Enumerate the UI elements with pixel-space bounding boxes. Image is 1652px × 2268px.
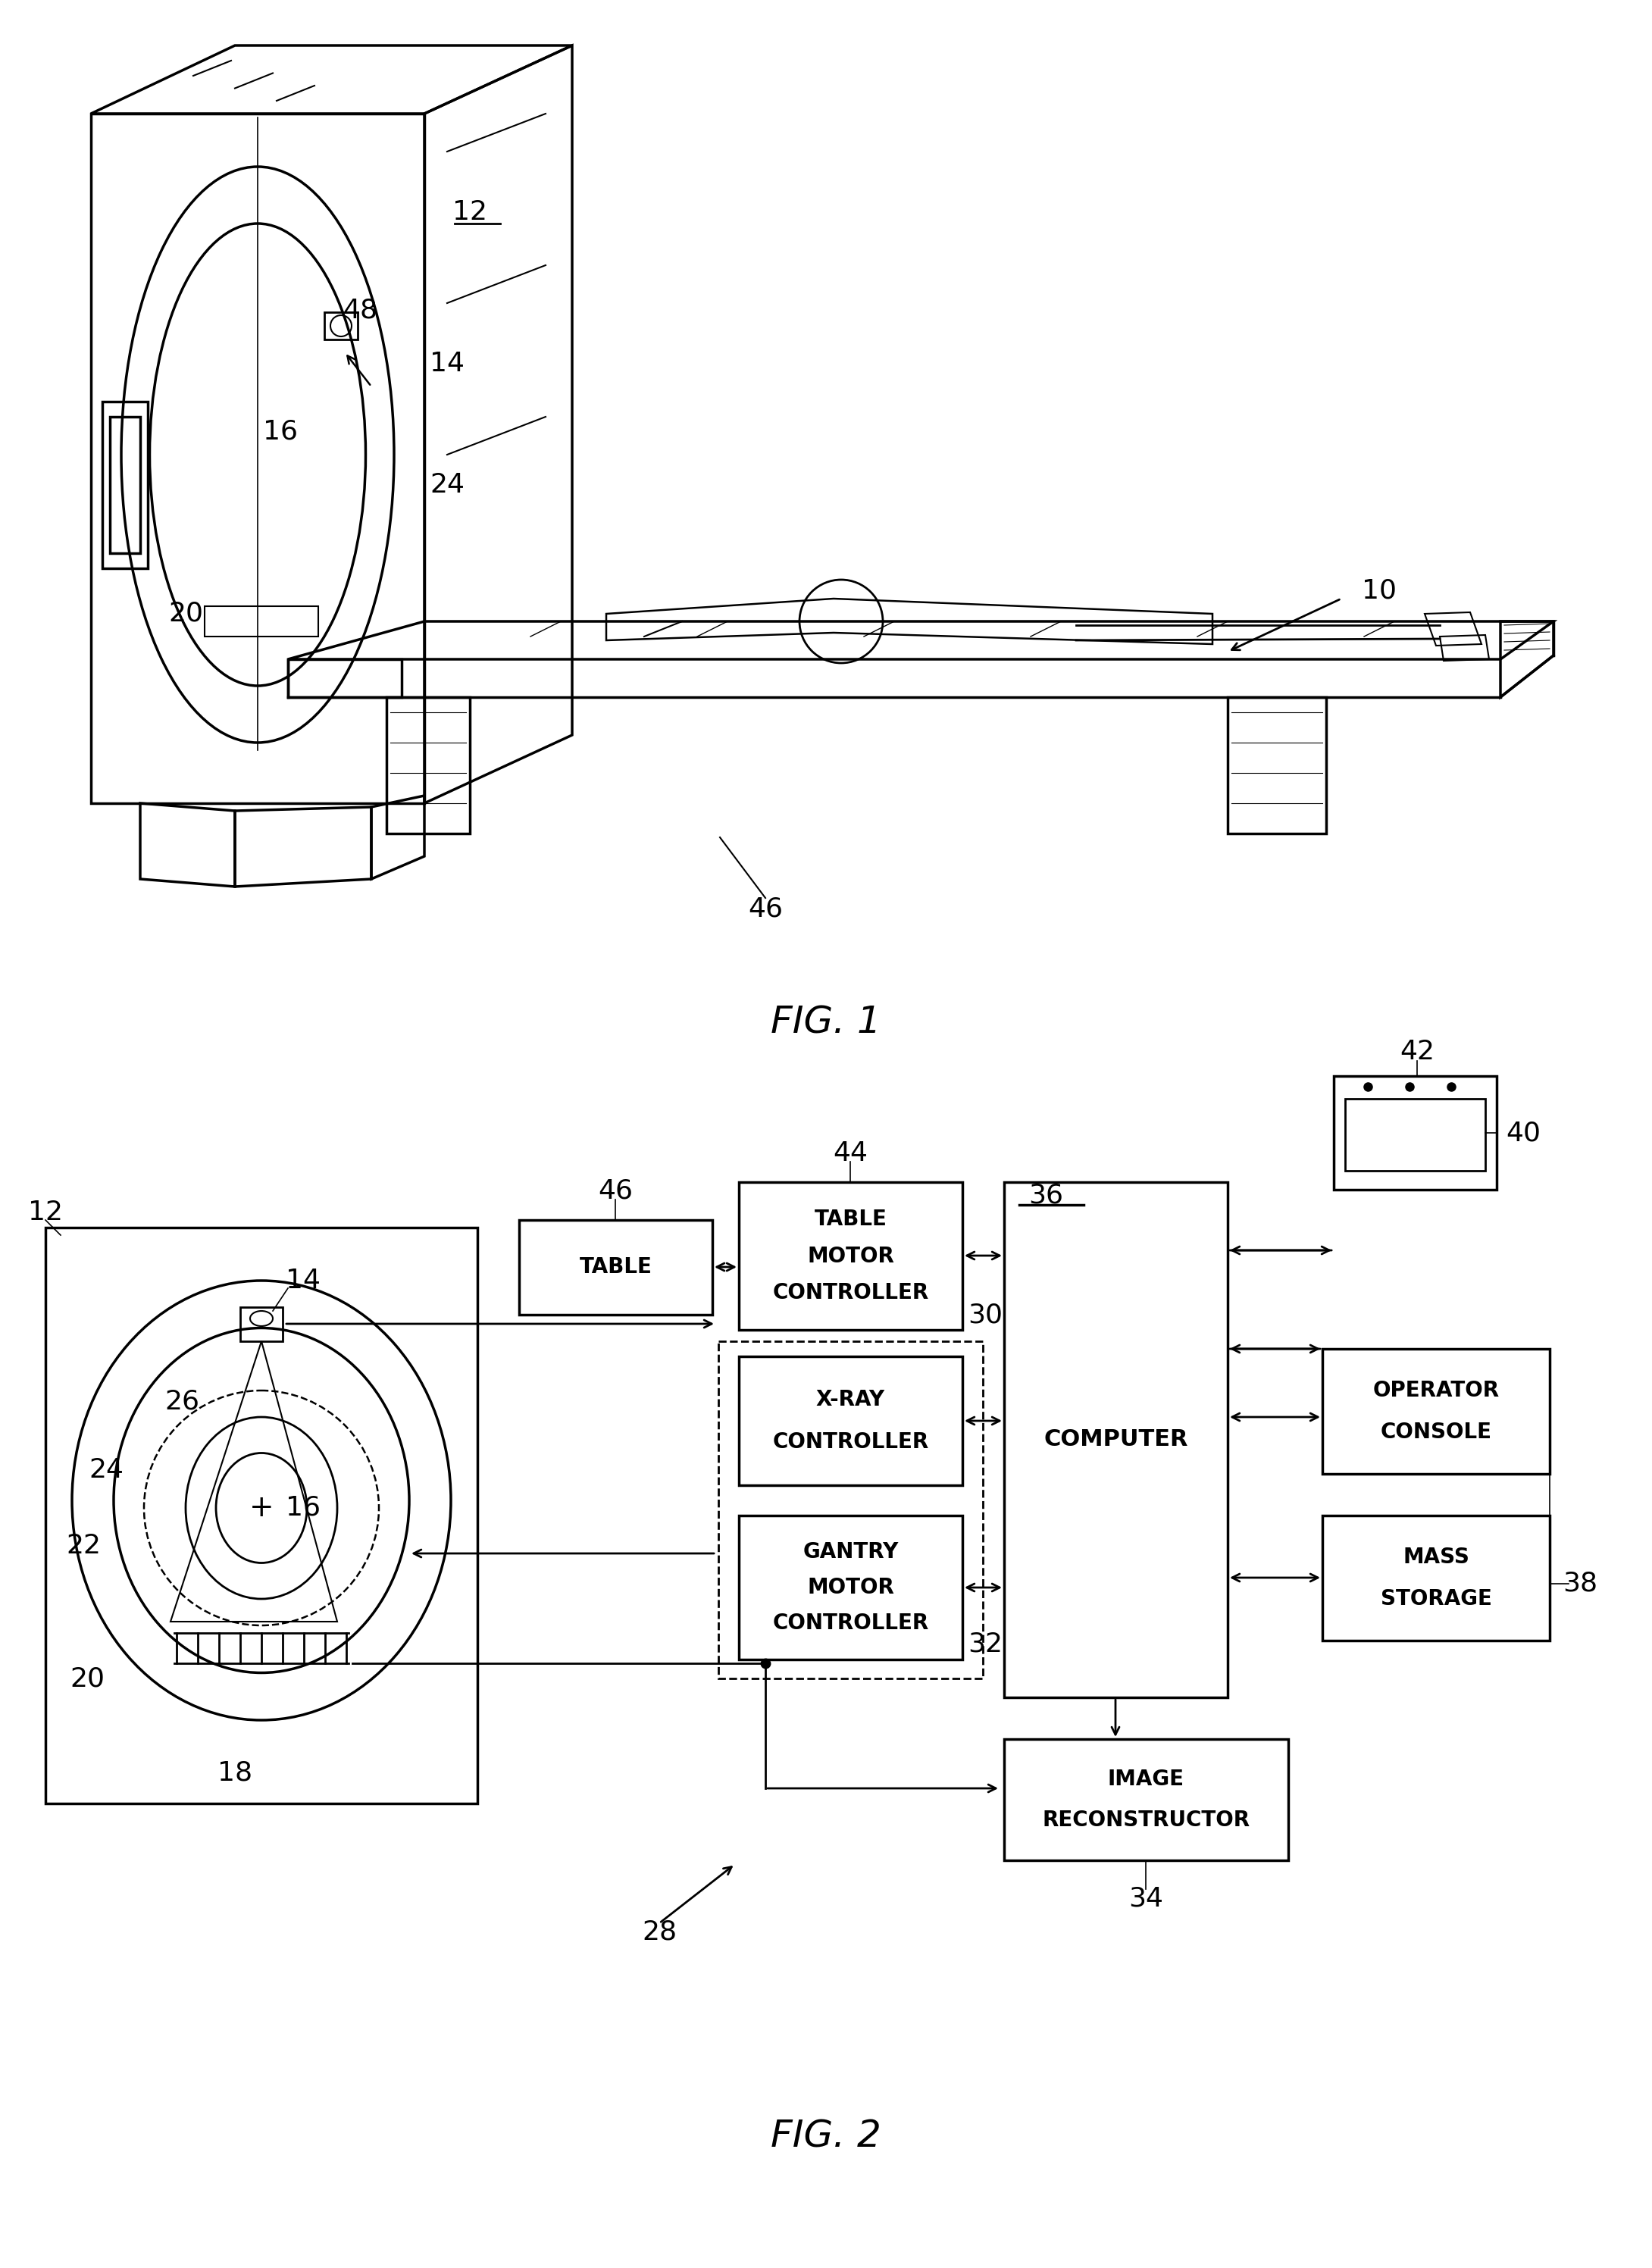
Text: MASS: MASS — [1403, 1547, 1469, 1567]
Bar — [1004, 1740, 1289, 1860]
Bar — [519, 1220, 712, 1315]
Text: 16: 16 — [263, 420, 297, 445]
Text: 40: 40 — [1505, 1120, 1541, 1145]
Text: MOTOR: MOTOR — [808, 1245, 894, 1266]
Text: 24: 24 — [89, 1456, 124, 1483]
Text: RECONSTRUCTOR: RECONSTRUCTOR — [1042, 1810, 1251, 1830]
Text: 10: 10 — [1361, 578, 1396, 603]
Text: 16: 16 — [286, 1495, 320, 1522]
Text: TABLE: TABLE — [580, 1256, 653, 1277]
Text: 12: 12 — [28, 1200, 63, 1225]
Text: 44: 44 — [833, 1141, 867, 1166]
Text: 46: 46 — [598, 1179, 633, 1204]
Text: TABLE: TABLE — [814, 1209, 887, 1229]
Text: 36: 36 — [1028, 1184, 1064, 1209]
Text: 48: 48 — [342, 297, 377, 324]
Text: 12: 12 — [453, 200, 487, 225]
Text: 18: 18 — [218, 1760, 253, 1787]
Text: 42: 42 — [1399, 1039, 1434, 1064]
Text: FIG. 1: FIG. 1 — [771, 1005, 881, 1041]
Text: 46: 46 — [748, 896, 783, 923]
Bar — [738, 1356, 963, 1486]
Bar — [738, 1515, 963, 1660]
Text: 26: 26 — [165, 1388, 200, 1415]
Text: GANTRY: GANTRY — [803, 1540, 899, 1563]
Text: 14: 14 — [286, 1268, 320, 1293]
Text: 28: 28 — [643, 1919, 677, 1946]
Bar — [1322, 1515, 1550, 1640]
Bar — [324, 313, 358, 340]
Text: CONTROLLER: CONTROLLER — [773, 1281, 928, 1304]
Text: IMAGE: IMAGE — [1108, 1769, 1184, 1789]
Text: MOTOR: MOTOR — [808, 1576, 894, 1599]
Text: 32: 32 — [968, 1631, 1003, 1658]
Text: 38: 38 — [1563, 1572, 1597, 1597]
Text: 22: 22 — [66, 1533, 101, 1558]
Text: 20: 20 — [169, 601, 203, 626]
Bar — [1333, 1075, 1497, 1191]
Text: FIG. 2: FIG. 2 — [771, 2118, 881, 2155]
Bar — [1345, 1098, 1485, 1170]
Text: COMPUTER: COMPUTER — [1044, 1429, 1188, 1452]
Text: 30: 30 — [968, 1302, 1003, 1327]
Text: +: + — [249, 1495, 274, 1522]
Text: CONTROLLER: CONTROLLER — [773, 1431, 928, 1454]
Bar — [240, 1306, 282, 1340]
Bar — [1322, 1349, 1550, 1474]
Text: 34: 34 — [1128, 1885, 1163, 1912]
Bar — [719, 1340, 983, 1678]
Text: STORAGE: STORAGE — [1381, 1588, 1492, 1610]
Text: CONSOLE: CONSOLE — [1381, 1422, 1492, 1442]
Text: CONTROLLER: CONTROLLER — [773, 1613, 928, 1635]
Text: 14: 14 — [430, 352, 464, 376]
Text: 20: 20 — [69, 1665, 104, 1692]
Text: X-RAY: X-RAY — [816, 1388, 885, 1411]
Text: OPERATOR: OPERATOR — [1373, 1379, 1500, 1402]
Bar — [738, 1182, 963, 1329]
Bar — [1004, 1182, 1227, 1696]
Text: 24: 24 — [430, 472, 464, 499]
